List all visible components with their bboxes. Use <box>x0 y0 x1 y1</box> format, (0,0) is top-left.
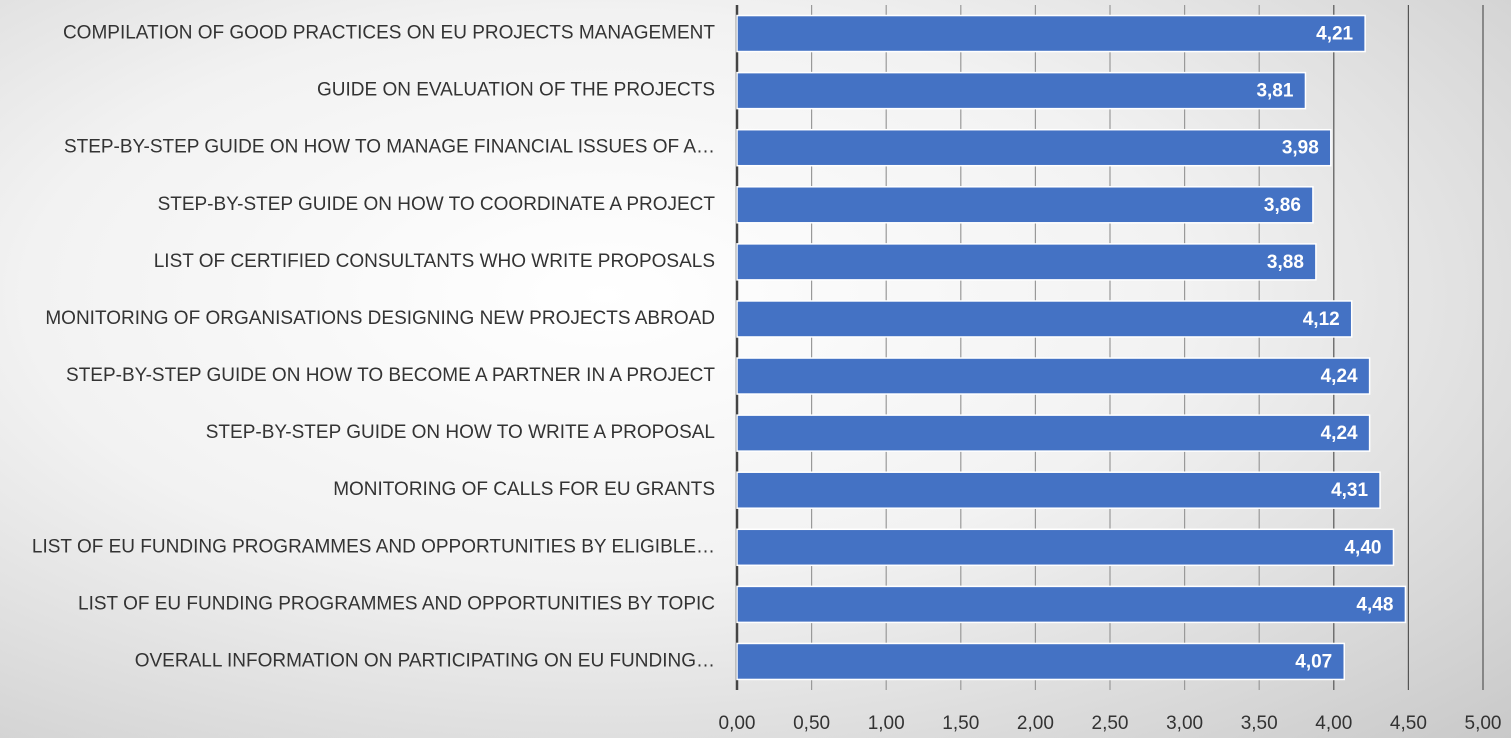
y-tick-label: LIST OF CERTIFIED CONSULTANTS WHO WRITE … <box>154 251 715 272</box>
x-tick-label: 1,50 <box>942 713 979 734</box>
value-label: 3,98 <box>1282 138 1319 159</box>
value-label: 4,24 <box>1321 423 1358 444</box>
y-tick-label: COMPILATION OF GOOD PRACTICES ON EU PROJ… <box>63 23 715 44</box>
y-tick-label: LIST OF EU FUNDING PROGRAMMES AND OPPORT… <box>78 593 715 614</box>
x-tick-label: 2,00 <box>1017 713 1054 734</box>
y-tick-label: OVERALL INFORMATION ON PARTICIPATING ON … <box>135 650 715 671</box>
value-label: 4,31 <box>1331 480 1368 501</box>
value-label: 4,48 <box>1356 594 1393 615</box>
value-label: 3,86 <box>1264 195 1301 216</box>
value-label: 4,07 <box>1295 651 1332 672</box>
value-label: 4,40 <box>1344 537 1381 558</box>
y-tick-label: STEP-BY-STEP GUIDE ON HOW TO BECOME A PA… <box>66 365 715 386</box>
value-label: 4,21 <box>1316 24 1353 45</box>
bar <box>736 414 1371 452</box>
bar <box>736 528 1395 567</box>
x-tick-label: 2,50 <box>1092 713 1129 734</box>
x-tick-label: 0,00 <box>719 713 756 734</box>
x-tick-label: 1,00 <box>868 713 905 734</box>
bar <box>736 585 1407 624</box>
x-tick-label: 3,00 <box>1166 713 1203 734</box>
x-tick-label: 3,50 <box>1241 713 1278 734</box>
bar <box>736 471 1381 509</box>
y-tick-label: GUIDE ON EVALUATION OF THE PROJECTS <box>317 80 715 101</box>
bar <box>736 642 1345 681</box>
x-tick-label: 5,00 <box>1465 713 1502 734</box>
y-tick-label: STEP-BY-STEP GUIDE ON HOW TO COORDINATE … <box>158 194 716 215</box>
y-tick-label: MONITORING OF ORGANISATIONS DESIGNING NE… <box>45 308 715 329</box>
value-label: 3,88 <box>1267 252 1304 273</box>
bar <box>736 71 1307 110</box>
value-label: 4,24 <box>1321 366 1358 387</box>
value-label: 3,81 <box>1256 81 1293 102</box>
bar <box>736 186 1314 224</box>
x-tick-label: 4,50 <box>1390 713 1427 734</box>
x-tick-label: 0,50 <box>793 713 830 734</box>
y-tick-label: MONITORING OF CALLS FOR EU GRANTS <box>333 479 715 500</box>
bar <box>736 243 1317 281</box>
y-tick-label: STEP-BY-STEP GUIDE ON HOW TO WRITE A PRO… <box>206 422 715 443</box>
bar <box>736 14 1366 53</box>
bar <box>736 128 1332 167</box>
y-tick-label: LIST OF EU FUNDING PROGRAMMES AND OPPORT… <box>32 536 715 557</box>
x-tick-label: 4,00 <box>1315 713 1352 734</box>
bar <box>736 357 1371 395</box>
bar <box>736 300 1353 338</box>
value-label: 4,12 <box>1303 309 1340 330</box>
y-tick-label: STEP-BY-STEP GUIDE ON HOW TO MANAGE FINA… <box>64 137 715 158</box>
